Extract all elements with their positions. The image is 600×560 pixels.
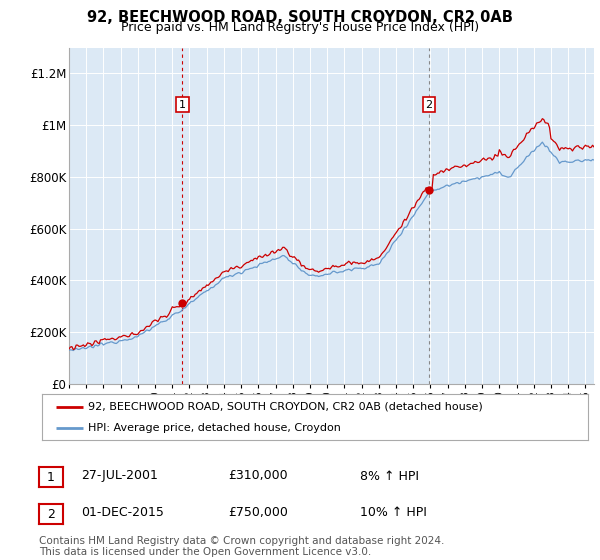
Text: Contains HM Land Registry data © Crown copyright and database right 2024.
This d: Contains HM Land Registry data © Crown c… (39, 535, 445, 557)
Text: 8% ↑ HPI: 8% ↑ HPI (360, 469, 419, 483)
Text: £750,000: £750,000 (228, 506, 288, 520)
Text: 27-JUL-2001: 27-JUL-2001 (81, 469, 158, 483)
Text: 1: 1 (47, 470, 55, 484)
Text: 2: 2 (425, 100, 433, 110)
Text: 01-DEC-2015: 01-DEC-2015 (81, 506, 164, 520)
Text: HPI: Average price, detached house, Croydon: HPI: Average price, detached house, Croy… (88, 423, 341, 433)
Text: 92, BEECHWOOD ROAD, SOUTH CROYDON, CR2 0AB (detached house): 92, BEECHWOOD ROAD, SOUTH CROYDON, CR2 0… (88, 402, 483, 412)
Text: £310,000: £310,000 (228, 469, 287, 483)
Text: 1: 1 (179, 100, 186, 110)
Text: 92, BEECHWOOD ROAD, SOUTH CROYDON, CR2 0AB: 92, BEECHWOOD ROAD, SOUTH CROYDON, CR2 0… (87, 10, 513, 25)
Text: 10% ↑ HPI: 10% ↑ HPI (360, 506, 427, 520)
Text: Price paid vs. HM Land Registry's House Price Index (HPI): Price paid vs. HM Land Registry's House … (121, 21, 479, 34)
Text: 2: 2 (47, 507, 55, 521)
